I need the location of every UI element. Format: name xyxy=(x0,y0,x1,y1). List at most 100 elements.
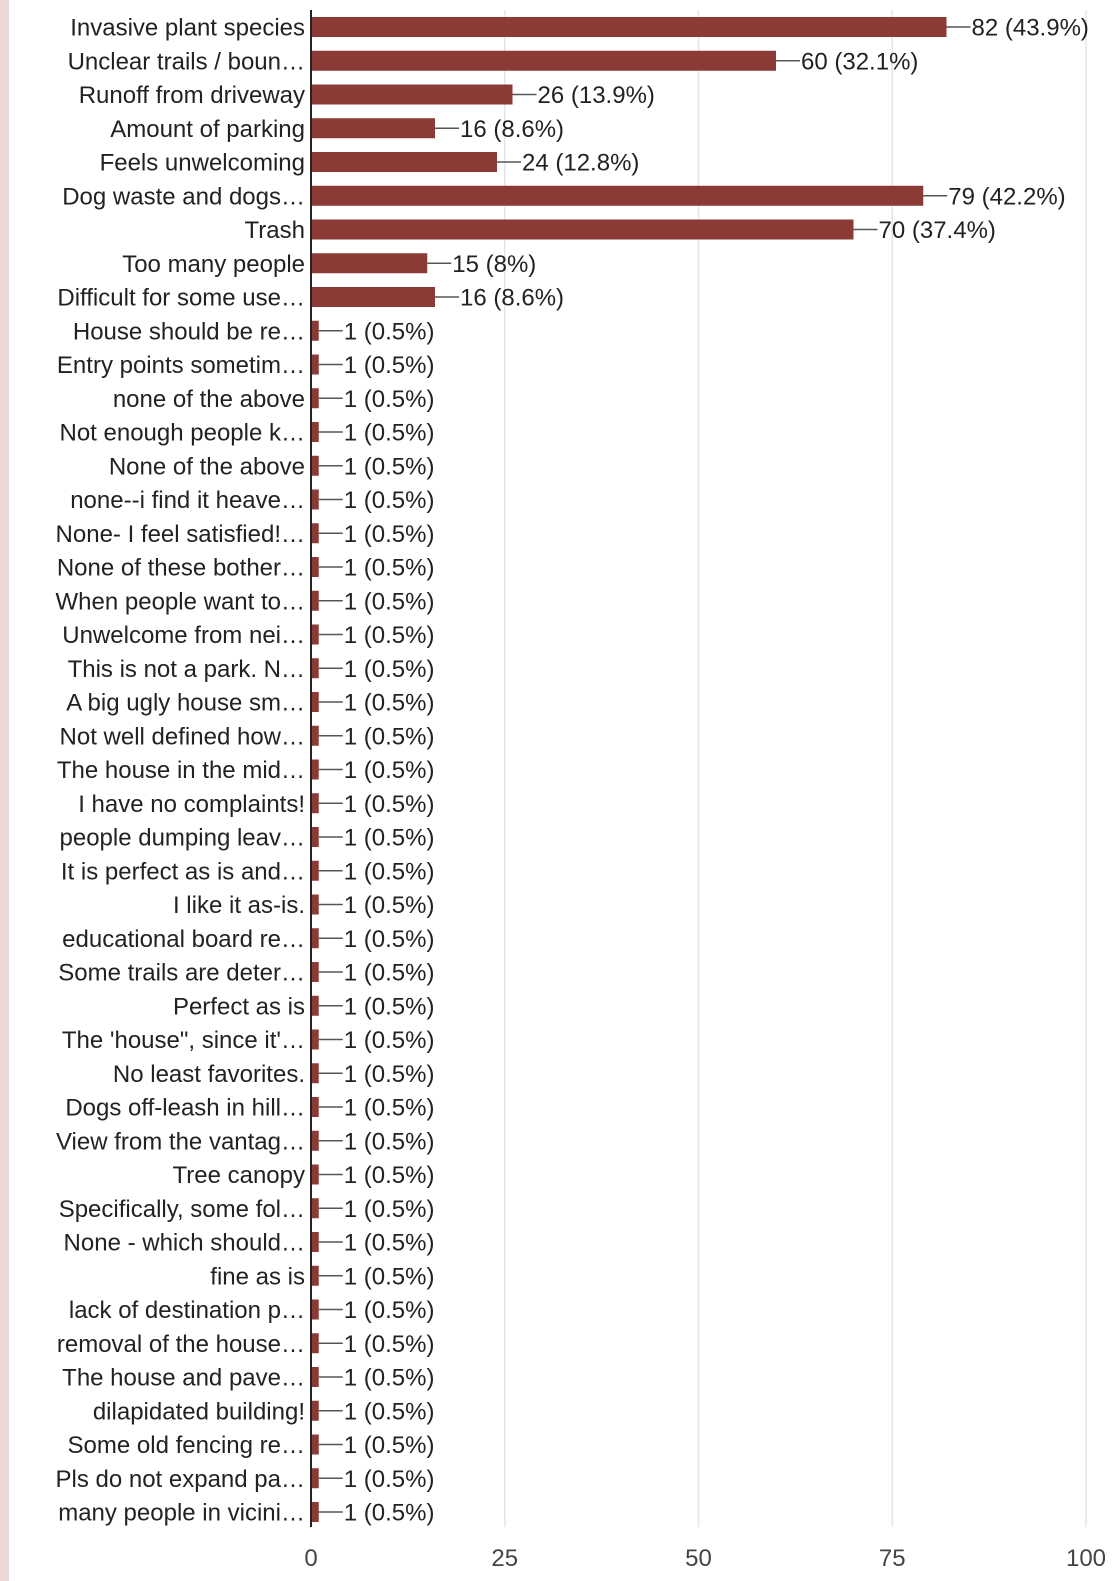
data-labels: 82 (43.9%) 60 (32.1%) 26 (13.9%) 16 (8.6%) 2… xyxy=(344,15,1089,1527)
data-label: 16 (8.6%) xyxy=(460,116,564,143)
category-label: Runoff from driveway xyxy=(79,82,305,109)
data-label: 26 (13.9%) xyxy=(538,82,655,109)
category-label: This is not a park. N… xyxy=(68,656,305,683)
data-label: 1 (0.5%) xyxy=(344,588,435,615)
category-label: people dumping leav… xyxy=(60,825,306,852)
bar xyxy=(311,1468,319,1489)
bar xyxy=(311,894,319,915)
bar xyxy=(311,1299,319,1320)
x-tick-labels: 0 25 50 75 100 xyxy=(304,1545,1106,1572)
category-label: Unclear trails / boun… xyxy=(68,48,305,75)
data-label: 1 (0.5%) xyxy=(344,656,435,683)
data-label: 1 (0.5%) xyxy=(344,1500,435,1527)
category-label: Tree canopy xyxy=(172,1162,305,1189)
bar xyxy=(311,1097,319,1117)
category-label: None- I feel satisfied!… xyxy=(56,521,305,548)
category-label: Not well defined how… xyxy=(60,723,305,750)
bar xyxy=(311,1198,319,1219)
category-label: Not enough people k… xyxy=(59,420,305,447)
data-label: 70 (37.4%) xyxy=(879,217,996,244)
data-label: 60 (32.1%) xyxy=(801,48,918,75)
x-tick-label: 75 xyxy=(879,1545,906,1572)
data-label: 1 (0.5%) xyxy=(344,993,435,1020)
category-label: Specifically, some fol… xyxy=(59,1196,305,1223)
bar xyxy=(311,523,319,544)
data-label: 79 (42.2%) xyxy=(948,183,1065,210)
bar xyxy=(311,962,319,982)
data-label: 1 (0.5%) xyxy=(344,1061,435,1088)
data-label: 1 (0.5%) xyxy=(344,1331,435,1358)
bar xyxy=(311,692,319,712)
category-label: fine as is xyxy=(210,1263,305,1290)
bar xyxy=(311,1232,319,1252)
bar xyxy=(311,455,319,476)
x-tick-label: 50 xyxy=(685,1545,712,1572)
bar xyxy=(311,287,435,307)
bar xyxy=(311,320,319,341)
bar xyxy=(311,1265,319,1286)
data-label: 1 (0.5%) xyxy=(344,1162,435,1189)
bar xyxy=(311,658,319,679)
category-label: educational board re… xyxy=(62,926,305,953)
bar xyxy=(311,1063,319,1084)
category-label: Pls do not expand pa… xyxy=(55,1466,305,1493)
left-accent-strip xyxy=(0,0,9,1581)
bar xyxy=(311,860,319,881)
bar xyxy=(311,422,319,442)
category-label: The house in the mid… xyxy=(57,757,305,784)
category-label: Feels unwelcoming xyxy=(100,150,305,177)
data-label: 1 (0.5%) xyxy=(344,487,435,514)
bar xyxy=(311,84,513,105)
category-label: none of the above xyxy=(113,386,305,413)
category-label: A big ugly house sm… xyxy=(66,690,305,717)
bar xyxy=(311,1434,319,1455)
data-label: 1 (0.5%) xyxy=(344,453,435,480)
category-label: I like it as-is. xyxy=(173,892,305,919)
data-label: 1 (0.5%) xyxy=(344,1432,435,1459)
bar xyxy=(311,118,435,139)
bar xyxy=(311,725,319,746)
data-label: 1 (0.5%) xyxy=(344,521,435,548)
bars xyxy=(311,17,947,1522)
data-label: 1 (0.5%) xyxy=(344,622,435,649)
data-label: 1 (0.5%) xyxy=(344,386,435,413)
category-label: Some old fencing re… xyxy=(68,1432,305,1459)
category-label: removal of the house… xyxy=(57,1331,305,1358)
bar xyxy=(311,557,319,577)
category-label: Invasive plant species xyxy=(70,15,305,42)
data-label: 1 (0.5%) xyxy=(344,352,435,379)
data-label: 1 (0.5%) xyxy=(344,1095,435,1122)
bar xyxy=(311,489,319,510)
x-tick-label: 100 xyxy=(1066,1545,1106,1572)
bar xyxy=(311,354,319,375)
category-label: Difficult for some use… xyxy=(57,285,305,312)
category-label: lack of destination p… xyxy=(69,1297,305,1324)
data-label: 1 (0.5%) xyxy=(344,1230,435,1257)
bar xyxy=(311,1367,319,1387)
data-label: 1 (0.5%) xyxy=(344,1466,435,1493)
category-label: View from the vantag… xyxy=(56,1128,305,1155)
bar xyxy=(311,590,319,611)
bar xyxy=(311,827,319,847)
category-label: Dogs off-leash in hill… xyxy=(65,1095,305,1122)
bar xyxy=(311,253,428,274)
category-label: No least favorites. xyxy=(113,1061,305,1088)
data-label: 1 (0.5%) xyxy=(344,1398,435,1425)
bar xyxy=(311,1333,319,1354)
bar xyxy=(311,1130,319,1151)
bar xyxy=(311,17,947,37)
category-label: None of the above xyxy=(109,453,305,480)
category-label: Amount of parking xyxy=(110,116,305,143)
category-label: dilapidated building! xyxy=(93,1398,305,1425)
data-label: 1 (0.5%) xyxy=(344,1128,435,1155)
category-label: When people want to… xyxy=(56,588,305,615)
data-label: 1 (0.5%) xyxy=(344,1196,435,1223)
bar xyxy=(311,793,319,814)
data-label: 1 (0.5%) xyxy=(344,1365,435,1392)
category-label: Trash xyxy=(245,217,305,244)
data-label: 24 (12.8%) xyxy=(522,150,639,177)
data-label: 1 (0.5%) xyxy=(344,825,435,852)
data-label: 1 (0.5%) xyxy=(344,757,435,784)
category-label: Unwelcome from nei… xyxy=(62,622,305,649)
label-connectors xyxy=(318,26,971,1513)
